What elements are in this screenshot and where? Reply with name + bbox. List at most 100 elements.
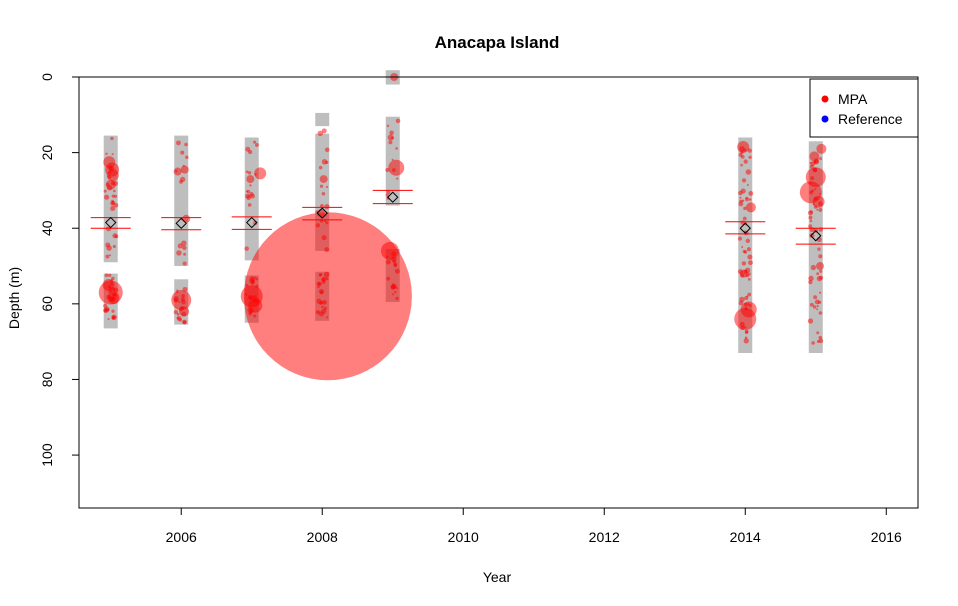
data-point bbox=[182, 319, 187, 325]
data-point bbox=[319, 175, 328, 184]
data-point bbox=[106, 226, 112, 232]
data-point bbox=[815, 262, 824, 271]
data-point bbox=[809, 151, 820, 162]
data-point bbox=[808, 224, 813, 229]
data-point bbox=[808, 280, 813, 285]
data-point bbox=[180, 150, 185, 155]
small-points bbox=[103, 118, 824, 345]
data-point bbox=[182, 261, 187, 266]
data-point bbox=[818, 338, 824, 344]
data-point bbox=[819, 269, 823, 273]
y-tick-label: 100 bbox=[39, 443, 55, 467]
data-point bbox=[183, 252, 187, 256]
data-point bbox=[107, 292, 120, 305]
x-tick-label: 2006 bbox=[166, 529, 197, 545]
mean-marker bbox=[246, 216, 258, 229]
x-tick-label: 2012 bbox=[589, 529, 620, 545]
data-point bbox=[245, 170, 249, 174]
data-point bbox=[176, 316, 180, 320]
data-point bbox=[739, 269, 748, 278]
data-point bbox=[178, 317, 183, 322]
data-point bbox=[744, 296, 749, 301]
data-point bbox=[818, 207, 823, 212]
data-point bbox=[743, 159, 748, 164]
data-point bbox=[108, 254, 111, 257]
data-point bbox=[748, 191, 754, 196]
data-point bbox=[105, 179, 116, 190]
data-point bbox=[104, 273, 109, 278]
data-point bbox=[743, 250, 748, 254]
data-point bbox=[380, 241, 399, 260]
data-point bbox=[816, 143, 827, 154]
data-point bbox=[112, 315, 116, 319]
data-point bbox=[748, 155, 752, 159]
data-point bbox=[737, 140, 750, 153]
data-point bbox=[816, 208, 819, 211]
data-point bbox=[107, 318, 110, 321]
data-point bbox=[245, 146, 251, 152]
x-axis-label: Year bbox=[483, 569, 512, 585]
data-point bbox=[318, 165, 323, 170]
data-point bbox=[817, 247, 821, 251]
data-point bbox=[809, 232, 815, 239]
data-point bbox=[324, 147, 330, 153]
data-point bbox=[740, 188, 746, 194]
data-point bbox=[747, 277, 751, 281]
data-point bbox=[818, 254, 823, 259]
data-point bbox=[746, 184, 749, 187]
data-point bbox=[321, 128, 327, 134]
data-point bbox=[113, 194, 118, 198]
data-point bbox=[181, 240, 187, 246]
data-point bbox=[747, 148, 752, 153]
data-point bbox=[816, 304, 819, 308]
y-axis: 0 20 40 60 80 100 bbox=[39, 73, 79, 467]
data-point bbox=[176, 140, 181, 146]
data-point bbox=[810, 264, 817, 271]
data-point bbox=[176, 313, 180, 316]
data-point bbox=[813, 295, 818, 300]
data-point bbox=[182, 245, 187, 251]
data-point bbox=[321, 159, 328, 165]
data-point bbox=[254, 167, 267, 180]
data-point bbox=[811, 341, 815, 345]
data-point bbox=[740, 163, 743, 167]
data-point bbox=[819, 157, 823, 161]
data-point bbox=[324, 203, 330, 210]
data-point bbox=[745, 202, 756, 213]
data-point bbox=[739, 199, 743, 203]
data-point bbox=[818, 291, 822, 294]
legend-box bbox=[809, 78, 919, 138]
mean-marker bbox=[175, 217, 187, 230]
data-point bbox=[749, 198, 752, 201]
data-point bbox=[106, 308, 110, 312]
data-point bbox=[184, 142, 188, 147]
data-point bbox=[816, 272, 820, 276]
legend: MPA Reference bbox=[809, 78, 919, 138]
data-point bbox=[173, 167, 182, 176]
data-point bbox=[254, 143, 259, 147]
data-point bbox=[182, 214, 191, 223]
x-tick-label: 2010 bbox=[448, 529, 479, 545]
data-point bbox=[321, 192, 326, 196]
data-point bbox=[247, 171, 252, 175]
data-point bbox=[180, 176, 186, 182]
data-point bbox=[111, 200, 116, 205]
data-point bbox=[740, 301, 757, 318]
depth-range-bars bbox=[103, 70, 823, 353]
x-tick-label: 2016 bbox=[871, 529, 902, 545]
data-point bbox=[317, 130, 324, 137]
data-point bbox=[818, 311, 823, 315]
data-point bbox=[110, 136, 114, 141]
data-point bbox=[173, 309, 179, 315]
chart-title: Anacapa Island bbox=[435, 33, 560, 52]
data-point bbox=[812, 195, 825, 208]
data-point bbox=[743, 206, 747, 211]
data-point bbox=[385, 193, 389, 197]
data-point bbox=[387, 134, 394, 141]
data-point bbox=[245, 193, 251, 199]
legend-label-mpa: MPA bbox=[838, 91, 868, 107]
data-point bbox=[745, 238, 750, 244]
data-point bbox=[809, 210, 813, 214]
data-point bbox=[816, 275, 823, 282]
data-point bbox=[113, 189, 116, 193]
